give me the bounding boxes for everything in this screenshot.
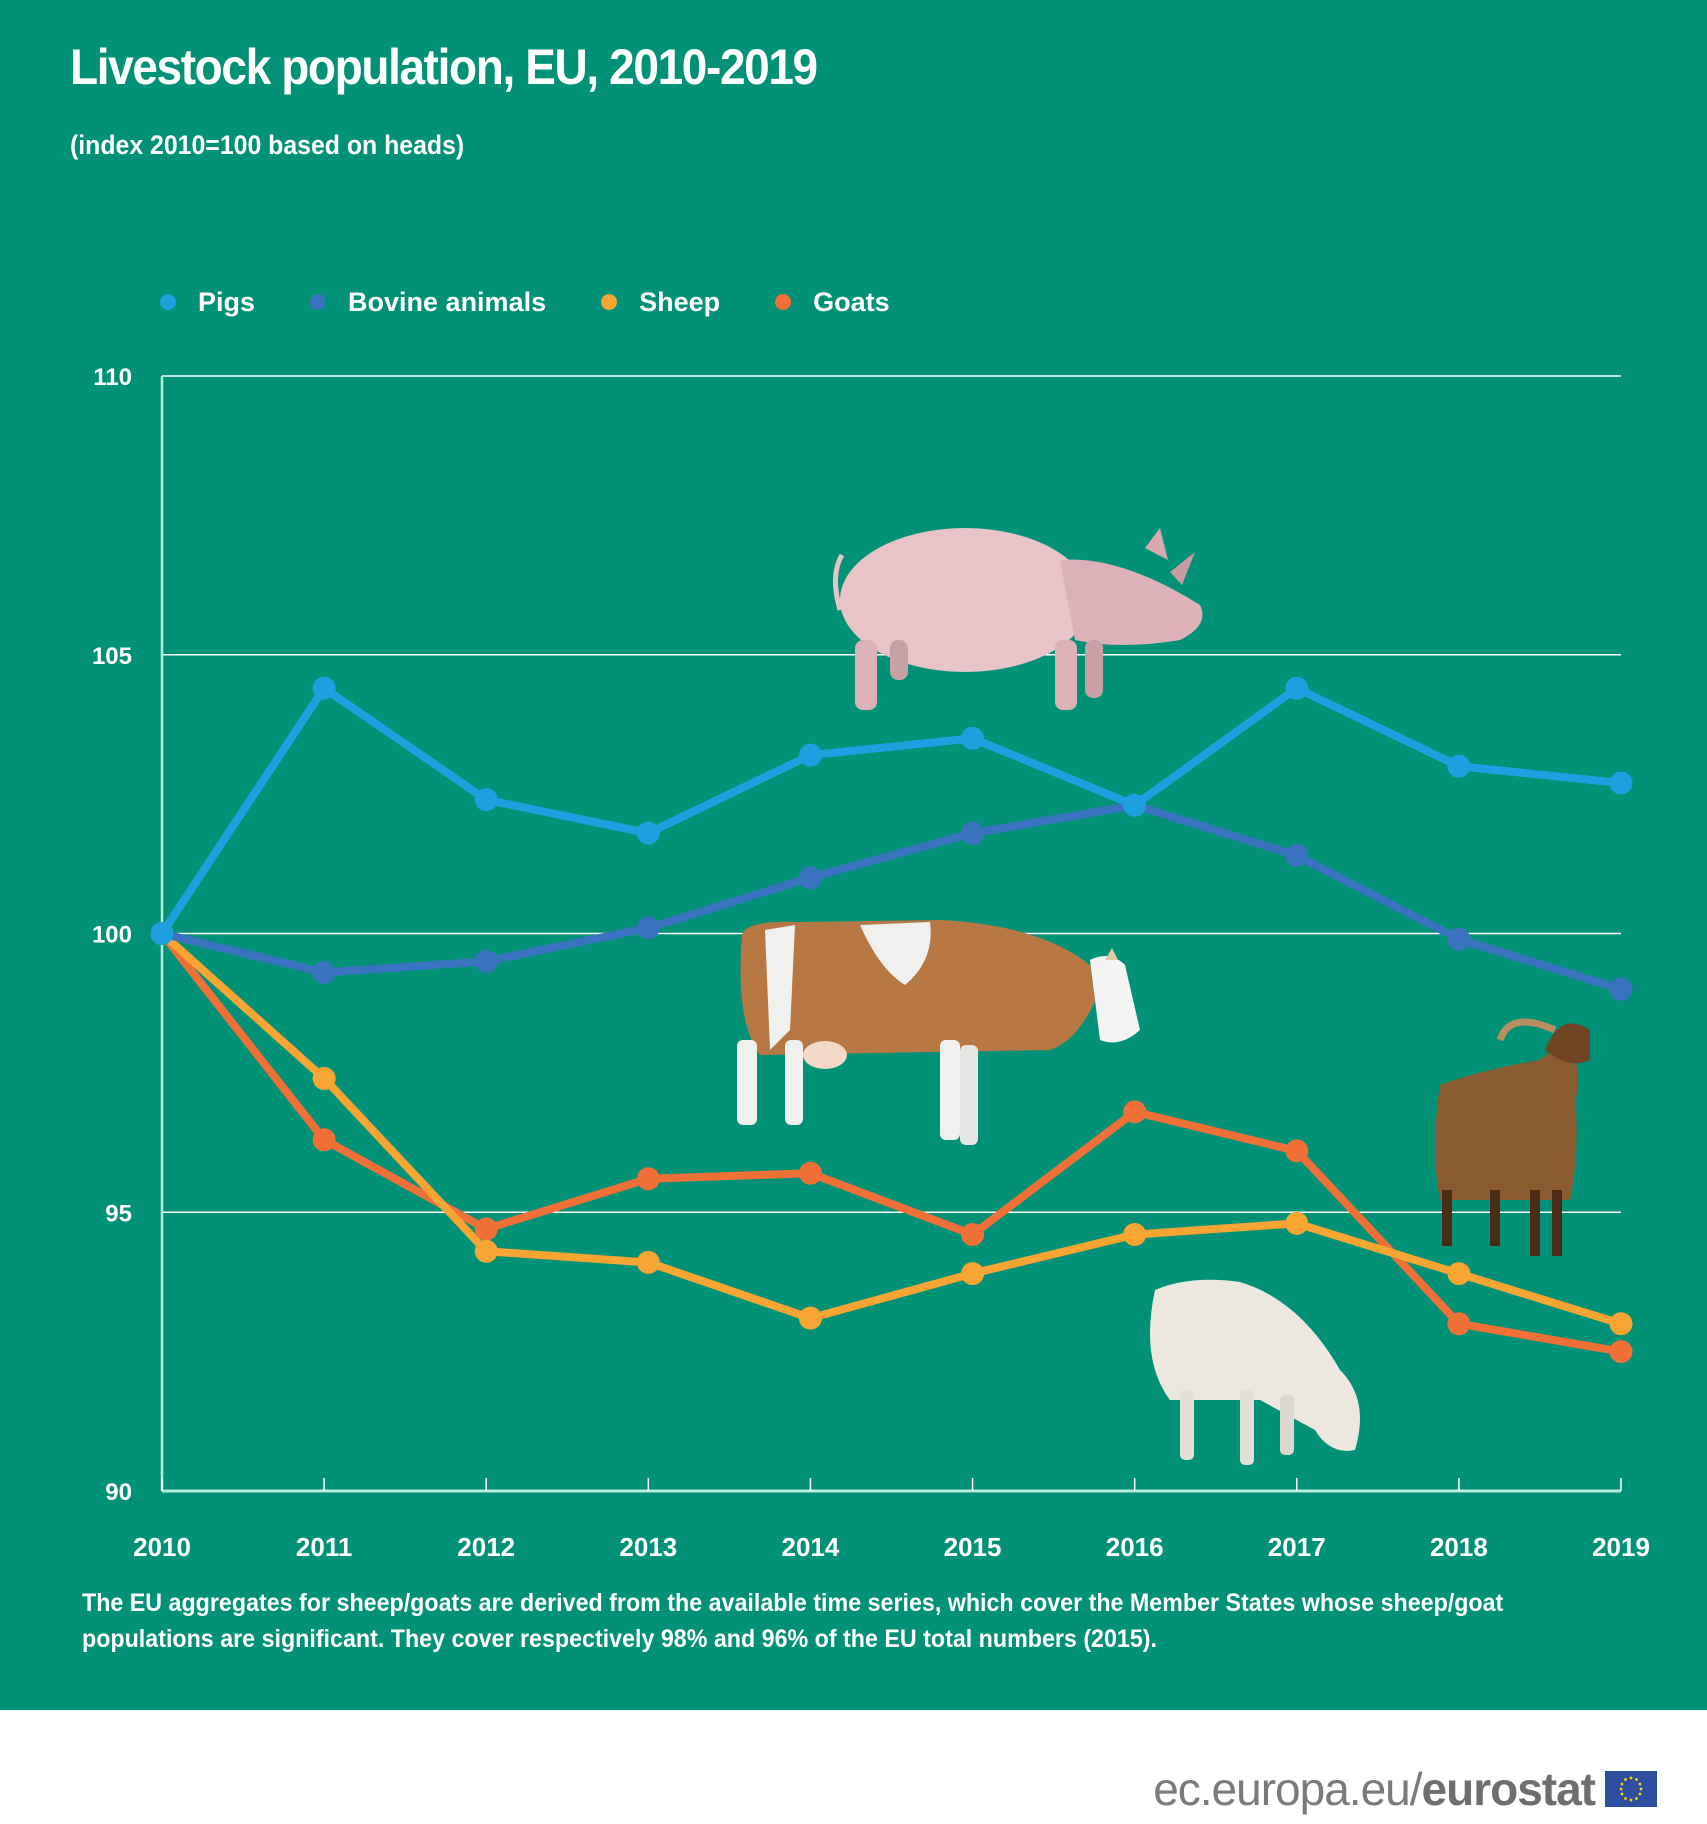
legend-marker-goats: [775, 294, 792, 310]
data-point-goats: [312, 1128, 336, 1152]
legend-label-goats: Goats: [813, 286, 890, 317]
series-goats: [150, 922, 1633, 1364]
data-point-sheep: [961, 1262, 985, 1286]
goat-illustration: [1435, 1018, 1590, 1256]
eu-flag-icon: [1605, 1771, 1657, 1807]
data-point-sheep: [474, 1239, 498, 1263]
chart-subtitle: (index 2010=100 based on heads): [70, 130, 465, 160]
data-point-sheep: [1285, 1211, 1309, 1235]
pig-illustration: [833, 528, 1203, 710]
chart-panel: Livestock population, EU, 2010-2019 (ind…: [0, 0, 1707, 1710]
x-tick-label: 2011: [296, 1532, 352, 1562]
data-point-bovine-animals: [1285, 843, 1309, 867]
cow-illustration: [737, 920, 1140, 1145]
x-tick-label: 2010: [133, 1532, 191, 1562]
legend-item-goats: Goats: [775, 287, 890, 318]
animal-illustrations: [737, 528, 1590, 1465]
x-tick-label: 2016: [1106, 1532, 1164, 1562]
y-tick-label: 110: [93, 364, 132, 391]
data-point-sheep: [798, 1306, 822, 1330]
x-tick-label: 2018: [1430, 1532, 1488, 1562]
url-prefix: ec.europa.eu/: [1153, 1763, 1422, 1815]
x-tick-label: 2015: [944, 1532, 1002, 1562]
data-point-pigs: [636, 821, 660, 845]
data-point-goats: [1447, 1312, 1471, 1336]
legend-item-bovine: Bovine animals: [310, 287, 546, 318]
data-point-goats: [961, 1223, 985, 1247]
x-tick-label: 2013: [619, 1532, 677, 1562]
data-point-pigs: [1609, 771, 1633, 795]
x-tick-label: 2019: [1592, 1532, 1650, 1562]
data-series: [150, 676, 1633, 1364]
footer: ec.europa.eu/eurostat: [1153, 1762, 1657, 1816]
series-bovine-animals: [150, 793, 1633, 1001]
data-point-goats: [798, 1161, 822, 1185]
data-point-pigs: [961, 726, 985, 750]
data-point-bovine-animals: [798, 866, 822, 890]
series-pigs: [150, 676, 1633, 945]
data-point-goats: [636, 1167, 660, 1191]
data-point-pigs: [1285, 676, 1309, 700]
legend-item-sheep: Sheep: [601, 287, 720, 318]
data-point-pigs: [1123, 793, 1147, 817]
data-point-goats: [1285, 1139, 1309, 1163]
y-tick-label: 95: [105, 1200, 132, 1227]
data-point-pigs: [312, 676, 336, 700]
data-point-bovine-animals: [474, 949, 498, 973]
data-point-pigs: [798, 743, 822, 767]
legend-label-bovine: Bovine animals: [348, 286, 547, 317]
eurostat-link[interactable]: ec.europa.eu/eurostat: [1153, 1762, 1596, 1816]
data-point-goats: [474, 1217, 498, 1241]
data-point-bovine-animals: [636, 916, 660, 940]
legend-label-pigs: Pigs: [198, 286, 256, 317]
data-point-bovine-animals: [312, 961, 336, 985]
data-point-bovine-animals: [961, 821, 985, 845]
data-point-pigs: [150, 922, 174, 945]
data-point-goats: [1123, 1100, 1147, 1124]
chart-title: Livestock population, EU, 2010-2019: [70, 39, 818, 95]
x-tick-label: 2012: [457, 1532, 515, 1562]
data-point-pigs: [1447, 754, 1471, 778]
data-point-pigs: [474, 788, 498, 812]
x-axis-labels: 2010 2011 2012 2013 2014 2015 2016 2017 2018 2019: [133, 1532, 1650, 1562]
data-point-bovine-animals: [1447, 927, 1471, 951]
series-line-bovine-animals: [161, 801, 1623, 994]
series-line-sheep: [159, 930, 1623, 1328]
data-point-sheep: [636, 1250, 660, 1274]
y-axis-labels: 90 95 100 105 110: [92, 364, 132, 1506]
y-tick-label: 105: [92, 643, 132, 670]
x-tick-label: 2017: [1268, 1532, 1326, 1562]
legend-marker-sheep: [601, 294, 618, 310]
gridlines: [162, 375, 1621, 1213]
legend-marker-bovine: [310, 294, 327, 310]
data-point-goats: [1609, 1340, 1633, 1364]
legend-item-pigs: Pigs: [160, 287, 255, 318]
data-point-sheep: [1447, 1262, 1471, 1286]
series-line-pigs: [158, 684, 1622, 936]
legend-marker-pigs: [160, 294, 176, 310]
legend: Pigs Bovine animals Sheep Goats: [160, 282, 945, 322]
y-tick-label: 100: [92, 922, 132, 949]
data-point-sheep: [1123, 1223, 1147, 1247]
data-point-sheep: [312, 1066, 336, 1090]
legend-label-sheep: Sheep: [639, 286, 721, 317]
footnote: The EU aggregates for sheep/goats are de…: [82, 1589, 1504, 1653]
series-line-goats: [158, 931, 1622, 1356]
y-tick-label: 90: [105, 1479, 132, 1506]
data-point-bovine-animals: [1609, 977, 1633, 1001]
sheep-illustration: [1150, 1279, 1360, 1465]
url-brand: eurostat: [1421, 1763, 1596, 1815]
x-tick-label: 2014: [782, 1532, 840, 1562]
data-point-sheep: [1609, 1312, 1633, 1336]
